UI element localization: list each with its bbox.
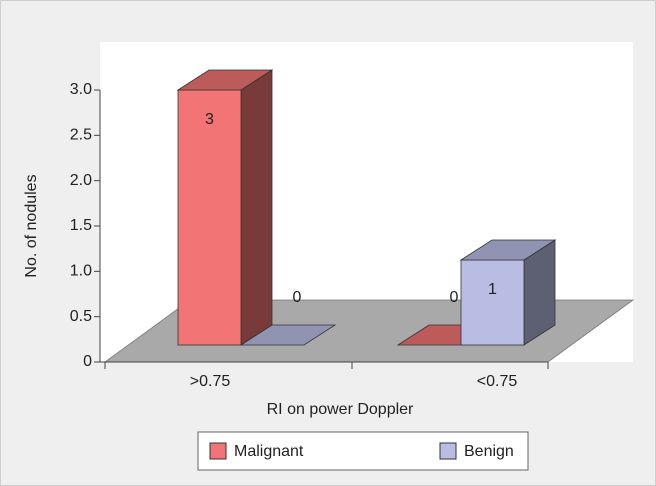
y-tick-label: 0.5	[70, 308, 92, 325]
bar-front	[177, 89, 242, 346]
data-label: 0	[450, 289, 459, 306]
x-axis-title: RI on power Doppler	[267, 401, 414, 418]
legend-label: Benign	[464, 443, 514, 460]
bar-top	[176, 69, 274, 91]
y-tick-label: 2.0	[70, 172, 92, 189]
bar	[239, 324, 337, 346]
bar-side	[240, 69, 273, 346]
legend-swatch	[439, 442, 457, 460]
y-axis-title: No. of nodules	[23, 174, 40, 277]
bar-top	[459, 239, 557, 261]
bar	[459, 239, 557, 346]
y-tick-label: 1.5	[70, 217, 92, 234]
bar-top	[239, 324, 337, 346]
data-label: 0	[293, 289, 302, 306]
data-label: 3	[205, 111, 214, 128]
y-tick-label: 0	[83, 353, 92, 370]
legend-swatch	[209, 442, 227, 460]
bar-front	[460, 259, 525, 346]
data-label: 1	[488, 281, 497, 298]
y-tick-label: 1.0	[70, 263, 92, 280]
y-tick-label: 3.0	[70, 81, 92, 98]
x-tick-label: >0.75	[190, 373, 231, 390]
x-tick-label: <0.75	[477, 373, 518, 390]
legend-label: Malignant	[234, 443, 304, 460]
legend	[197, 431, 529, 471]
bar	[176, 69, 274, 346]
y-tick-label: 2.5	[70, 127, 92, 144]
